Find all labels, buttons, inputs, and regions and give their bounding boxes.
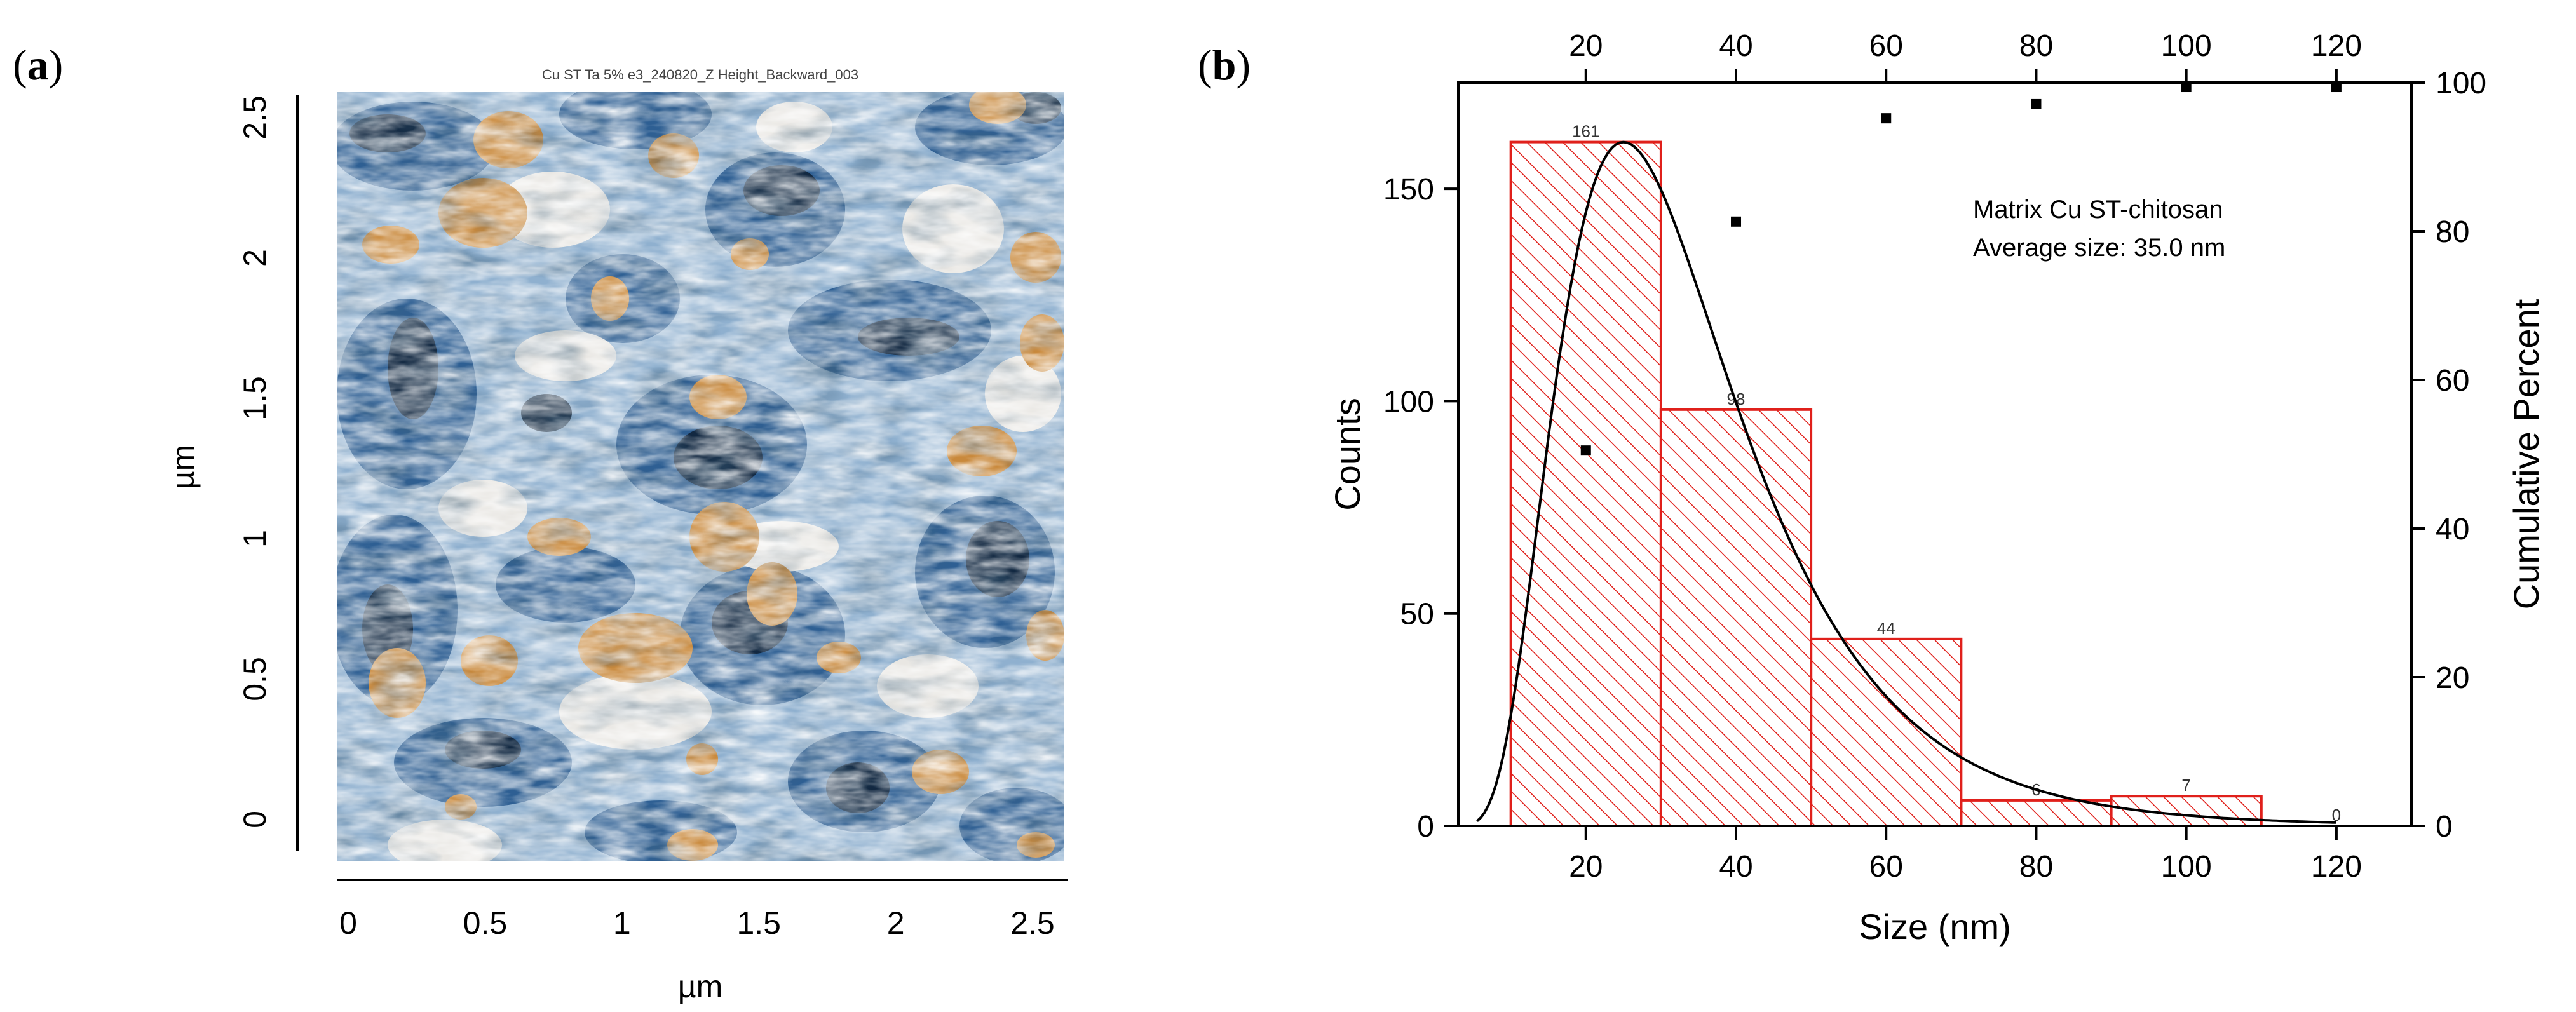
afm-x-tick-label: 0 <box>339 905 357 941</box>
y2-tick-label: 60 <box>2436 364 2469 398</box>
y2-tick-label: 80 <box>2436 215 2469 249</box>
y2-tick-label: 100 <box>2436 67 2486 100</box>
bar-value-label: 7 <box>2181 776 2190 795</box>
afm-y-tick-label: 0.5 <box>237 657 273 701</box>
histogram-bar <box>1960 799 2113 828</box>
y2-tick-label: 40 <box>2436 513 2469 546</box>
cumulative-point <box>2181 82 2192 93</box>
y-axis-label: Counts <box>1327 398 1367 510</box>
y2-axis-label: Cumulative Percent <box>2506 299 2546 609</box>
y-axis-ticks: 0 50 100 150 <box>1383 173 1458 844</box>
histogram-bar <box>1810 637 1963 827</box>
afm-y-tick-label: 1 <box>237 530 273 548</box>
y2-tick-label: 0 <box>2436 810 2453 844</box>
afm-y-tick-label: 0 <box>237 811 273 828</box>
panel-b-letter: (b) <box>1198 41 1251 89</box>
histogram-bar <box>1509 140 1662 828</box>
y-tick-label: 0 <box>1417 810 1434 844</box>
cumulative-point <box>2031 98 2042 109</box>
bar-value-label: 44 <box>1877 619 1895 638</box>
top-tick-label: 60 <box>1869 29 1903 63</box>
lognormal-fit-curve <box>1476 140 2336 824</box>
afm-height-map <box>337 92 1064 861</box>
afm-x-tick-label: 1.5 <box>736 905 781 941</box>
top-tick-label: 80 <box>2019 29 2053 63</box>
afm-y-axis-label: µm <box>165 445 201 489</box>
top-tick-label: 20 <box>1569 29 1603 63</box>
annotation-line-2: Average size: 35.0 nm <box>1973 234 2225 262</box>
x-tick-label: 40 <box>1719 850 1752 884</box>
afm-y-tick-label: 1.5 <box>237 376 273 421</box>
cumulative-point <box>1580 445 1591 456</box>
x-tick-label: 60 <box>1869 850 1903 884</box>
bar-value-label: 161 <box>1572 122 1599 141</box>
afm-y-tick-label: 2 <box>237 249 273 267</box>
x-tick-label: 120 <box>2311 850 2362 884</box>
histogram-bars <box>1509 140 2263 828</box>
histogram-bar <box>1659 408 1813 827</box>
top-tick-label: 100 <box>2161 29 2212 63</box>
afm-image-title: Cu ST Ta 5% e3_240820_Z Height_Backward_… <box>542 67 858 83</box>
y-tick-label: 100 <box>1383 385 1434 419</box>
cumulative-point <box>2331 82 2342 93</box>
panel-a: (a) Cu ST Ta 5% e3_240820_Z Height_Backw… <box>13 41 1068 1004</box>
afm-x-tick-label: 0.5 <box>463 905 508 941</box>
afm-y-ticks: 0 0.5 1 1.5 2 2.5 <box>237 95 273 828</box>
y2-tick-label: 20 <box>2436 661 2469 695</box>
panel-a-letter: (a) <box>13 41 63 89</box>
x-tick-label: 80 <box>2019 850 2053 884</box>
x-tick-label: 100 <box>2161 850 2212 884</box>
afm-x-tick-label: 1 <box>613 905 631 941</box>
afm-x-axis-label: µm <box>678 969 722 1004</box>
cumulative-point <box>1731 216 1742 227</box>
afm-x-tick-label: 2 <box>887 905 905 941</box>
x-axis-label: Size (nm) <box>1859 907 2011 947</box>
y2-axis-ticks: 0 20 40 60 80 100 <box>2411 67 2486 844</box>
afm-x-ticks: 0 0.5 1 1.5 2 2.5 <box>339 905 1055 941</box>
top-tick-label: 40 <box>1719 29 1752 63</box>
afm-x-tick-label: 2.5 <box>1010 905 1055 941</box>
top-axis-ticks: 20 40 60 80 100 120 <box>1569 29 2362 83</box>
plot-frame <box>1457 81 2413 827</box>
x-tick-label: 20 <box>1569 850 1603 884</box>
y-tick-label: 150 <box>1383 173 1434 206</box>
y-tick-label: 50 <box>1400 598 1434 631</box>
annotation-line-1: Matrix Cu ST-chitosan <box>1973 196 2223 224</box>
cumulative-points <box>1580 82 2342 456</box>
top-tick-label: 120 <box>2311 29 2362 63</box>
cumulative-point <box>1881 113 1892 124</box>
afm-y-tick-label: 2.5 <box>237 95 273 140</box>
x-axis-ticks: 20 40 60 80 100 120 <box>1569 826 2362 884</box>
bar-value-label: 0 <box>2332 806 2341 825</box>
